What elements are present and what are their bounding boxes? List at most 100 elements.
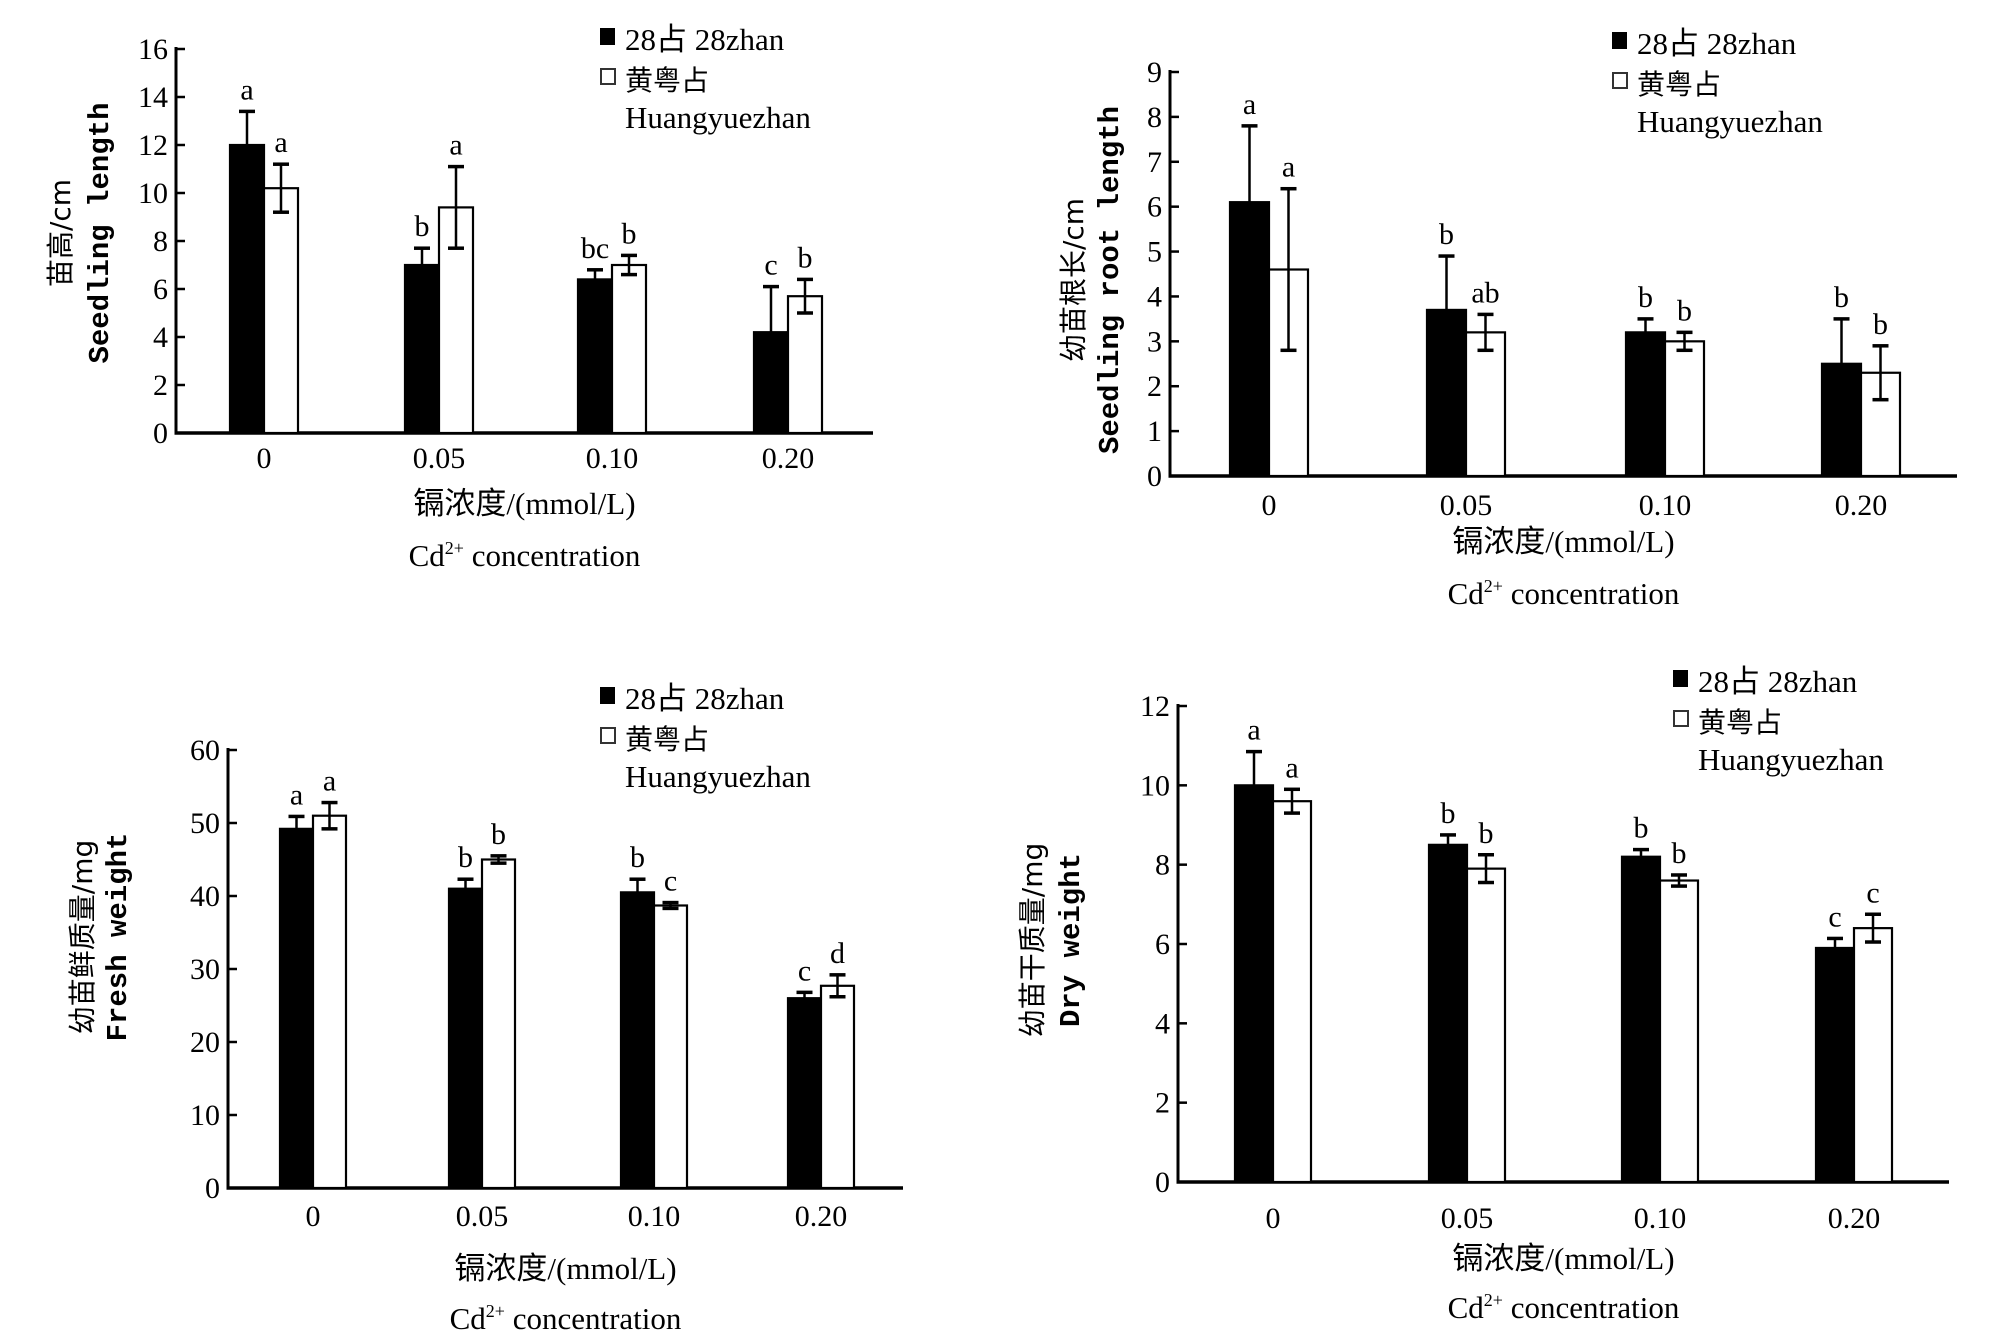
significance-letter: b	[415, 210, 430, 243]
error-bar	[414, 246, 430, 265]
x-tick-label: 0.10	[1639, 489, 1692, 522]
significance-letter: b	[1479, 817, 1494, 850]
bar-28zhan	[619, 891, 656, 1190]
legend-label-28zhan: 28占 28zhan	[1698, 664, 1858, 699]
significance-letter: c	[1866, 876, 1879, 909]
y-tick-label: 14	[138, 81, 168, 114]
x-axis-label-cd: Cd	[450, 1301, 487, 1336]
bar-huangyuezhan	[652, 904, 689, 1190]
error-bar	[1865, 912, 1881, 944]
y-tick-label: 2	[153, 369, 168, 402]
y-tick-label: 30	[190, 953, 220, 986]
bar-huangyuezhan	[786, 295, 824, 435]
error-bar	[1833, 317, 1850, 364]
bar-28zhan	[1233, 784, 1275, 1184]
significance-letter: bc	[581, 232, 609, 265]
y-tick-label: 20	[190, 1026, 220, 1059]
y-tick-label: 9	[1147, 56, 1162, 89]
significance-letter: b	[798, 241, 813, 274]
y-tick-label: 0	[153, 417, 168, 450]
significance-letter: b	[1441, 797, 1456, 830]
bar-28zhan	[403, 263, 441, 435]
bar-huangyuezhan	[1852, 927, 1894, 1184]
x-axis-label-cd: Cd	[1448, 576, 1485, 611]
significance-letter: a	[323, 765, 336, 798]
bar-huangyuezhan	[1465, 867, 1507, 1184]
legend-label-28zhan: 28占 28zhan	[625, 681, 785, 716]
legend-label-huangyuezhan-zh: 黄粤占	[625, 64, 709, 97]
x-axis-label-concentration: concentration	[464, 538, 641, 573]
error-bar	[1633, 847, 1649, 857]
x-tick-label: 0.05	[456, 1200, 509, 1233]
significance-letter: b	[622, 217, 637, 250]
legend-label-huangyuezhan-en: Huangyuezhan	[1637, 104, 1823, 139]
significance-letter: c	[798, 954, 811, 987]
x-axis-label-en: Cd2+ concentration	[1448, 1290, 1680, 1325]
error-bar	[1676, 330, 1693, 353]
legend-swatch-28zhan	[1673, 670, 1688, 687]
x-axis-label-superscript: 2+	[1484, 1290, 1503, 1310]
significance-letter: c	[1828, 900, 1841, 933]
bar-huangyuezhan	[1271, 800, 1313, 1184]
y-tick-label: 6	[1147, 191, 1162, 224]
error-bar	[1477, 312, 1494, 353]
y-axis-label-zh: 幼苗干质量/mg	[1016, 843, 1049, 1037]
error-bar	[797, 277, 813, 315]
y-tick-label: 3	[1147, 325, 1162, 358]
error-bar	[1241, 124, 1258, 203]
y-tick-label: 8	[153, 225, 168, 258]
legend-label-huangyuezhan-zh: 黄粤占	[1637, 68, 1721, 101]
x-axis-label-en: Cd2+ concentration	[1448, 576, 1680, 611]
bar-huangyuezhan	[311, 814, 348, 1190]
significance-letter: ab	[1471, 276, 1499, 309]
x-axis-label-zh: 镉浓度/(mmol/L)	[413, 486, 635, 521]
error-bar	[1478, 853, 1494, 885]
error-bar	[457, 877, 474, 889]
x-axis-label-concentration: concentration	[1503, 1290, 1680, 1325]
x-axis-label-zh: 镉浓度/(mmol/L)	[454, 1251, 676, 1286]
y-tick-label: 0	[1155, 1166, 1170, 1199]
significance-letter: b	[1677, 294, 1692, 327]
significance-letter: b	[458, 841, 473, 874]
y-tick-label: 40	[190, 880, 220, 913]
significance-letter: b	[1672, 837, 1687, 870]
x-tick-label: 0.10	[586, 442, 639, 475]
bar-huangyuezhan	[610, 263, 648, 435]
bar-28zhan	[278, 827, 315, 1190]
x-axis-label-concentration: concentration	[1503, 576, 1680, 611]
error-bar	[448, 164, 464, 250]
error-bar	[587, 268, 603, 280]
x-tick-label: 0.05	[1441, 1202, 1494, 1235]
significance-letter: a	[449, 129, 462, 162]
y-tick-label: 10	[138, 177, 168, 210]
error-bar	[1671, 873, 1687, 888]
error-bar	[1438, 254, 1455, 310]
error-bar	[1827, 936, 1843, 948]
y-tick-label: 2	[1147, 370, 1162, 403]
bar-28zhan	[1425, 308, 1468, 478]
x-axis-label-concentration: concentration	[505, 1301, 682, 1336]
legend-swatch-huangyuezhan	[600, 68, 616, 85]
y-tick-label: 4	[153, 321, 168, 354]
error-bar	[829, 973, 846, 999]
bar-huangyuezhan	[1464, 331, 1507, 478]
legend-label-28zhan: 28占 28zhan	[1637, 26, 1797, 61]
error-bar	[1872, 344, 1889, 402]
bar-28zhan	[1620, 855, 1662, 1184]
bar-28zhan	[228, 143, 266, 435]
y-tick-label: 1	[1147, 415, 1162, 448]
x-tick-label: 0.05	[413, 442, 466, 475]
y-tick-label: 5	[1147, 236, 1162, 269]
significance-letter: c	[764, 249, 777, 282]
x-tick-label: 0	[306, 1200, 321, 1233]
significance-letter: a	[274, 126, 287, 159]
bar-28zhan	[1820, 362, 1863, 478]
x-tick-label: 0	[257, 442, 272, 475]
error-bar	[1284, 787, 1300, 815]
legend-label-huangyuezhan-zh: 黄粤占	[625, 723, 709, 756]
bar-28zhan	[752, 331, 790, 435]
significance-letter: d	[830, 937, 845, 970]
bar-28zhan	[1814, 946, 1856, 1184]
